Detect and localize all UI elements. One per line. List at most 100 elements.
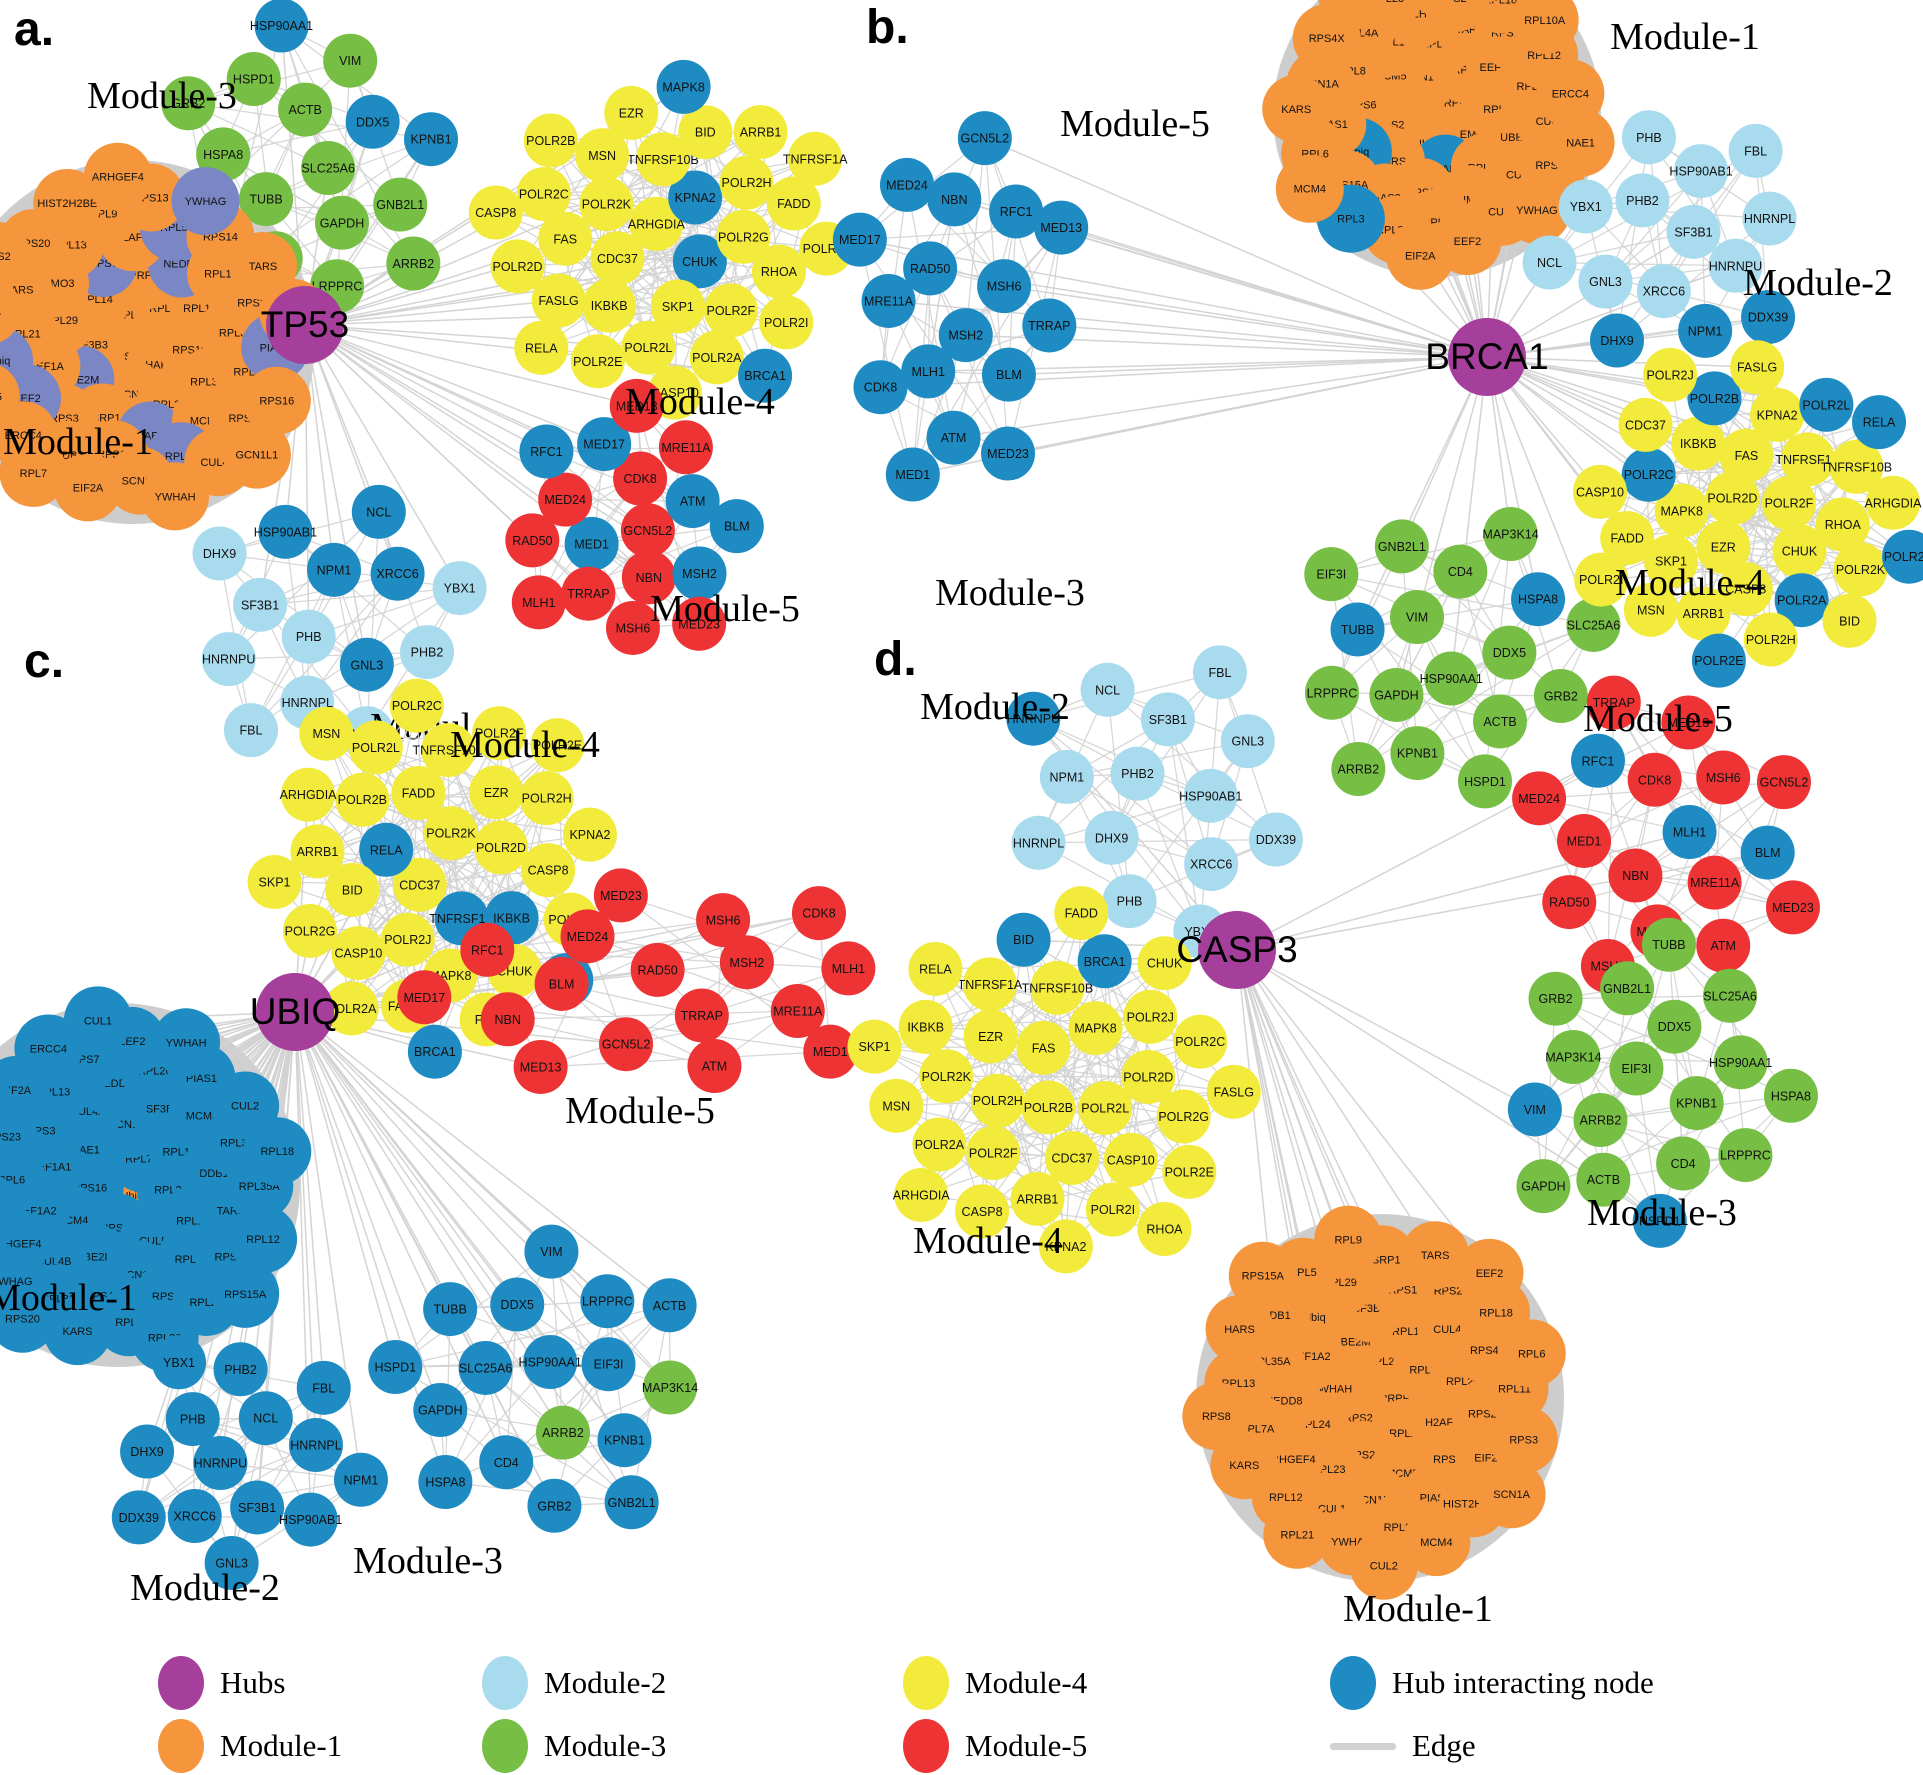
network-node[interactable] (1669, 1076, 1724, 1131)
network-node[interactable] (1507, 1082, 1562, 1137)
network-node[interactable] (1774, 573, 1829, 628)
network-node[interactable] (927, 172, 982, 227)
network-node[interactable] (1833, 542, 1888, 597)
network-node[interactable] (1516, 1159, 1571, 1214)
network-node[interactable] (458, 1340, 513, 1395)
network-node[interactable] (473, 820, 528, 875)
network-node[interactable] (1054, 886, 1109, 941)
network-node[interactable] (239, 172, 294, 227)
network-node[interactable] (962, 957, 1017, 1012)
network-node[interactable] (1077, 934, 1132, 989)
network-node[interactable] (1671, 416, 1726, 471)
network-node[interactable] (759, 295, 814, 350)
network-node[interactable] (696, 893, 751, 948)
network-node[interactable] (229, 1205, 298, 1274)
network-node[interactable] (1455, 1238, 1524, 1307)
network-node[interactable] (1557, 813, 1612, 868)
network-node[interactable] (604, 1475, 659, 1530)
network-node[interactable] (490, 1277, 545, 1332)
network-node[interactable] (281, 609, 336, 664)
network-node[interactable] (901, 344, 956, 399)
network-node[interactable] (1044, 1130, 1099, 1185)
network-node[interactable] (43, 1297, 112, 1366)
network-node[interactable] (635, 132, 690, 187)
network-node[interactable] (605, 600, 660, 655)
network-node[interactable] (1687, 371, 1742, 426)
network-node[interactable] (1623, 582, 1678, 637)
network-node[interactable] (1123, 989, 1178, 1044)
network-node[interactable] (490, 239, 545, 294)
network-node[interactable] (919, 1049, 974, 1104)
network-node[interactable] (1446, 0, 1514, 4)
network-node[interactable] (908, 941, 963, 996)
network-node[interactable] (687, 1039, 742, 1094)
network-node[interactable] (283, 903, 338, 958)
network-node[interactable] (719, 935, 774, 990)
network-node[interactable] (1696, 918, 1751, 973)
network-node[interactable] (1643, 347, 1698, 402)
network-node[interactable] (1621, 110, 1676, 165)
network-node[interactable] (821, 941, 876, 996)
network-node[interactable] (1482, 625, 1537, 680)
network-node[interactable] (359, 822, 414, 877)
network-node[interactable] (1304, 665, 1359, 720)
network-node[interactable] (879, 157, 934, 212)
network-node[interactable] (432, 561, 487, 616)
network-node[interactable] (1546, 108, 1615, 177)
network-node[interactable] (333, 1452, 388, 1507)
network-node[interactable] (0, 1210, 7, 1278)
network-node[interactable] (1140, 692, 1195, 747)
network-node[interactable] (278, 82, 333, 137)
network-node[interactable] (233, 577, 288, 632)
network-node[interactable] (853, 360, 908, 415)
network-node[interactable] (193, 1436, 248, 1491)
network-node[interactable] (1528, 971, 1583, 1026)
network-node[interactable] (325, 862, 380, 917)
network-node[interactable] (630, 942, 685, 997)
network-node[interactable] (141, 462, 210, 531)
network-node[interactable] (1678, 303, 1733, 358)
network-node[interactable] (1103, 1132, 1158, 1187)
network-node[interactable] (247, 855, 302, 910)
network-node[interactable] (1661, 695, 1716, 750)
network-node[interactable] (538, 211, 593, 266)
network-node[interactable] (171, 167, 240, 236)
network-node[interactable] (1522, 235, 1577, 290)
network-node[interactable] (226, 51, 281, 106)
network-node[interactable] (1641, 917, 1696, 972)
network-node[interactable] (1477, 1460, 1546, 1529)
network-node[interactable] (63, 986, 132, 1055)
network-node[interactable] (1390, 590, 1445, 645)
network-node[interactable] (1248, 812, 1303, 867)
network-node[interactable] (0, 222, 31, 290)
network-node[interactable] (1183, 768, 1238, 823)
network-node[interactable] (1647, 999, 1702, 1054)
network-node[interactable] (1740, 825, 1795, 880)
network-node[interactable] (1573, 1093, 1628, 1148)
network-node[interactable] (213, 1342, 268, 1397)
network-node[interactable] (1696, 520, 1751, 575)
network-node[interactable] (1010, 1171, 1065, 1226)
network-node[interactable] (1687, 855, 1742, 910)
network-node[interactable] (161, 76, 216, 131)
network-node[interactable] (368, 1339, 423, 1394)
network-node[interactable] (1078, 1081, 1133, 1136)
network-node[interactable] (709, 499, 764, 554)
network-node[interactable] (1815, 497, 1870, 552)
network-node[interactable] (1719, 428, 1774, 483)
network-node[interactable] (1156, 1089, 1211, 1144)
network-node[interactable] (1705, 471, 1760, 526)
network-node[interactable] (1600, 961, 1655, 1016)
network-node[interactable] (970, 1073, 1025, 1128)
network-node[interactable] (0, 1124, 7, 1192)
network-node[interactable] (963, 1009, 1018, 1064)
network-node[interactable] (423, 806, 478, 861)
network-node[interactable] (1600, 511, 1655, 566)
network-node[interactable] (672, 546, 727, 601)
network-node[interactable] (397, 970, 452, 1025)
network-node[interactable] (460, 922, 515, 977)
network-node[interactable] (1741, 290, 1796, 345)
network-node[interactable] (339, 637, 394, 692)
network-node[interactable] (505, 513, 560, 568)
network-node[interactable] (301, 141, 356, 195)
